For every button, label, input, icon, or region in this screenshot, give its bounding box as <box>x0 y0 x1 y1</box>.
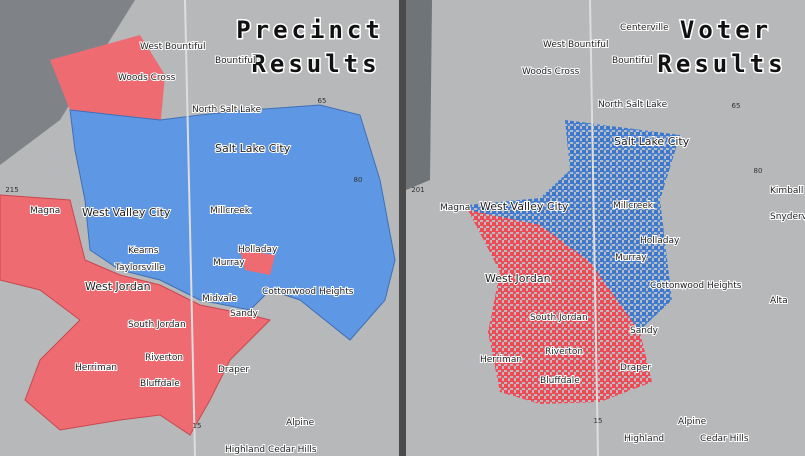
place-label: West Jordan <box>485 272 551 285</box>
place-label: Centerville <box>620 23 669 33</box>
red-region <box>50 35 165 135</box>
road-shield: 15 <box>594 417 603 425</box>
road-shield: 15 <box>193 422 202 430</box>
road-shield: 65 <box>318 97 327 105</box>
place-label: Taylorsville <box>114 263 165 273</box>
place-label: South Jordan <box>128 320 186 330</box>
place-label: Cottonwood Heights <box>650 281 742 291</box>
place-label: Midvale <box>202 294 237 304</box>
panel-title: Results <box>251 50 380 78</box>
road-shield: 201 <box>411 186 424 194</box>
road-shield: 65 <box>732 102 741 110</box>
place-label: Murray <box>615 253 647 263</box>
road-shield: 215 <box>5 186 18 194</box>
place-label: Woods Cross <box>118 73 176 83</box>
place-label: Millcreek <box>613 201 654 211</box>
place-label: Bluffdale <box>540 376 580 386</box>
place-label: Sandy <box>230 309 259 319</box>
red-voters <box>468 210 652 404</box>
panel-title: Results <box>657 50 786 78</box>
place-label: Holladay <box>238 245 278 255</box>
place-label: Cedar Hills <box>268 445 317 455</box>
precinct-map: Precinct Results West Bountiful Bountifu… <box>0 0 399 456</box>
blue-region <box>69 104 396 341</box>
place-label: Cedar Hills <box>700 434 749 444</box>
place-label: Highland <box>225 445 265 455</box>
road <box>589 0 599 456</box>
place-label: Draper <box>620 363 651 373</box>
place-label: Murray <box>213 258 245 268</box>
place-label: Snyderville <box>770 212 805 222</box>
place-label: West Bountiful <box>140 42 205 52</box>
voter-map: Voter Results Centerville West Bountiful… <box>406 0 805 456</box>
place-label: Magna <box>440 203 470 213</box>
place-label: Bluffdale <box>140 379 180 389</box>
place-label: Herriman <box>75 363 117 373</box>
place-label: Magna <box>30 206 60 216</box>
place-label: Alpine <box>678 417 707 427</box>
place-label: West Jordan <box>85 280 151 293</box>
road-shields: 201 65 80 15 <box>411 102 762 425</box>
lake <box>406 0 432 190</box>
place-label: Salt Lake City <box>215 142 291 155</box>
place-label: Millcreek <box>210 206 251 216</box>
place-label: Alta <box>770 296 788 306</box>
place-label: Herriman <box>480 355 522 365</box>
place-label: Alpine <box>286 418 315 428</box>
place-label: Holladay <box>640 236 680 246</box>
red-region <box>0 194 271 436</box>
place-label: Kimball <box>770 186 803 196</box>
place-label: West Valley City <box>480 200 569 213</box>
place-label: Salt Lake City <box>614 135 690 148</box>
place-label: West Valley City <box>82 206 171 219</box>
place-label: Draper <box>218 365 249 375</box>
place-label: Sandy <box>630 326 659 336</box>
road-shield: 80 <box>754 167 763 175</box>
road-shield: 80 <box>354 176 363 184</box>
red-region <box>240 250 275 275</box>
place-label: North Salt Lake <box>192 105 262 115</box>
panel-title: Voter <box>680 16 772 44</box>
place-label: Kearns <box>128 246 159 256</box>
road <box>184 0 196 456</box>
panel-title: Precinct <box>236 16 384 44</box>
road-shields: 65 80 15 215 <box>5 97 362 430</box>
place-labels: West Bountiful Bountiful Woods Cross Nor… <box>29 41 355 456</box>
divider <box>399 0 406 456</box>
place-label: West Bountiful <box>543 40 608 50</box>
place-label: Highland <box>624 434 664 444</box>
place-label: Woods Cross <box>522 67 580 77</box>
place-label: Cottonwood Heights <box>262 287 354 297</box>
place-label: Bountiful <box>215 56 256 66</box>
place-label: South Jordan <box>530 313 588 323</box>
place-label: Bountiful <box>612 56 653 66</box>
place-label: Riverton <box>145 353 183 363</box>
place-label: Riverton <box>545 347 583 357</box>
place-label: North Salt Lake <box>598 100 668 110</box>
blue-voters <box>468 120 680 330</box>
place-labels: Centerville West Bountiful Bountiful Woo… <box>439 22 805 445</box>
